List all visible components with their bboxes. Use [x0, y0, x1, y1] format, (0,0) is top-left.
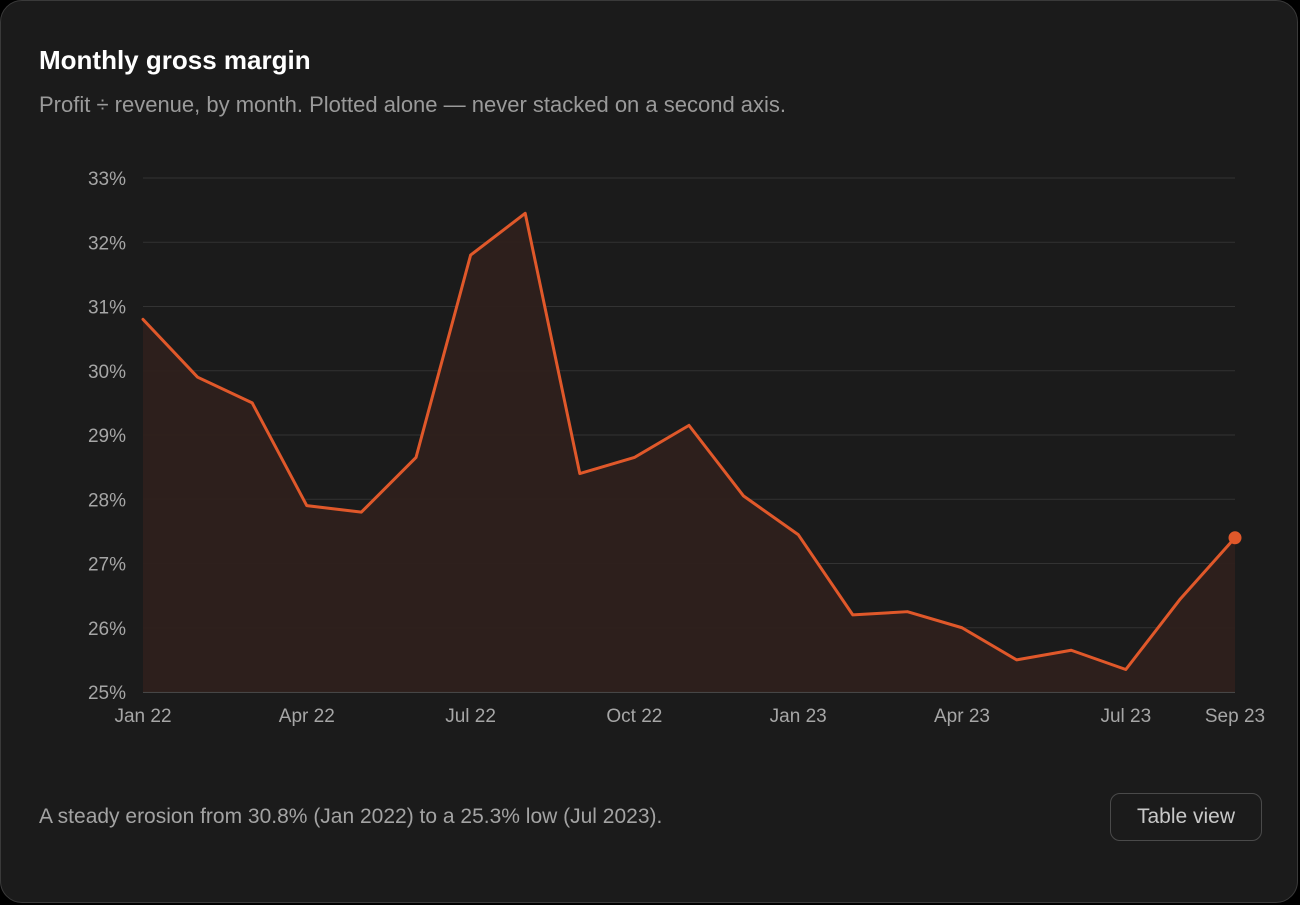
line-layer: [141, 211, 1242, 672]
y-tick-label: 27%: [88, 555, 126, 576]
x-tick-label: Jan 22: [114, 706, 171, 727]
y-tick-label: 29%: [88, 426, 126, 447]
y-tick-label: 31%: [88, 298, 126, 319]
chart-subtitle: Profit ÷ revenue, by month. Plotted alon…: [39, 92, 787, 117]
last-data-point: [1228, 531, 1242, 545]
chart-caption: A steady erosion from 30.8% (Jan 2022) t…: [39, 805, 663, 828]
x-tick-label: Jul 23: [1100, 706, 1151, 727]
x-tick-label: Jan 23: [770, 706, 827, 727]
x-tick-label: Jul 22: [445, 706, 496, 727]
y-tick-label: 32%: [88, 233, 126, 254]
y-tick-label: 30%: [88, 362, 126, 383]
table-view-button[interactable]: Table view: [1110, 793, 1262, 841]
area-layer: [143, 213, 1235, 692]
y-tick-label: 28%: [88, 490, 126, 511]
y-tick-label: 33%: [88, 169, 126, 190]
x-tick-label: Oct 22: [606, 706, 662, 727]
x-tick-label: Sep 23: [1205, 706, 1265, 727]
y-tick-label: 25%: [88, 683, 126, 704]
x-tick-label: Apr 23: [934, 706, 990, 727]
y-axis-labels: 25% 26% 27% 28% 29% 30% 31% 32% 33%: [88, 169, 126, 704]
y-tick-label: 26%: [88, 619, 126, 640]
series-line: [141, 211, 1237, 672]
series-area: [143, 213, 1235, 692]
chart-title: Monthly gross margin: [39, 45, 311, 75]
gross-margin-chart: 25% 26% 27% 28% 29% 30% 31% 32% 33% Jan 22 Apr 22…: [88, 169, 1265, 727]
x-axis-labels: Jan 22 Apr 22 Jul 22 Oct 22 Jan 23 Apr 23 Jul …: [114, 706, 1265, 727]
x-tick-label: Apr 22: [279, 706, 335, 727]
